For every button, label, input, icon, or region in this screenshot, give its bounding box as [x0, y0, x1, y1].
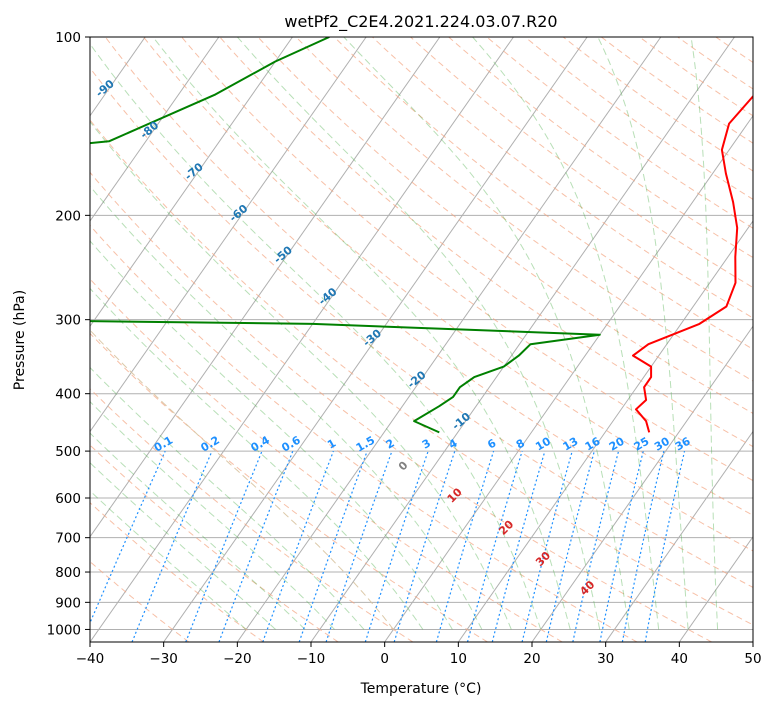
- x-tick-label: 10: [450, 651, 467, 667]
- isotherm-line: [90, 37, 514, 642]
- mixing-ratio-line: [644, 450, 686, 642]
- chart-title: wetPf2_C2E4.2021.224.03.07.R20: [284, 12, 557, 32]
- isotherm-line: [90, 37, 220, 222]
- dry-adiabat-line: [219, 37, 753, 448]
- isotherm-line: [678, 535, 753, 642]
- moist-adiabat-line: [152, 37, 571, 630]
- dry-adiabat-line: [410, 37, 753, 289]
- moist-adiabat-line: [90, 185, 483, 630]
- y-tick-label: 200: [55, 208, 81, 224]
- mixing-ratio-line: [218, 450, 294, 642]
- moist-adiabat-line: [690, 37, 719, 630]
- dry-adiabat-line: [104, 37, 753, 552]
- y-tick-label: 900: [55, 595, 81, 611]
- mixing-ratio-line: [435, 450, 495, 642]
- isotherm-line: [531, 325, 753, 642]
- isotherm-line: [163, 37, 588, 642]
- y-axis-label: Pressure (hPa): [12, 290, 28, 390]
- moist-adiabat-line: [90, 432, 306, 630]
- dry-adiabat-line: [90, 502, 264, 642]
- dry-adiabat-line: [90, 224, 638, 642]
- moist-adiabat-line: [90, 400, 335, 630]
- moist-adiabat-line: [472, 37, 660, 630]
- y-tick-label: 1000: [47, 622, 81, 638]
- dry-adiabat-line: [90, 278, 563, 642]
- dry-adiabat-line: [90, 119, 753, 626]
- mixing-ratio-line: [364, 450, 429, 642]
- moist-adiabat-line: [90, 240, 453, 630]
- y-tick-label: 800: [55, 565, 81, 581]
- dry-adiabat-line: [257, 37, 753, 414]
- moist-adiabat-line: [237, 37, 601, 630]
- mixing-ratio-line: [521, 450, 573, 642]
- dry-adiabat-line: [90, 171, 712, 642]
- x-tick-label: 30: [597, 651, 614, 667]
- mixing-ratio-line: [572, 450, 620, 642]
- dry-adiabat-line: [90, 444, 339, 642]
- x-tick-label: −40: [76, 651, 105, 667]
- moist-adiabat-line: [90, 120, 512, 630]
- x-tick-label: 0: [380, 651, 389, 667]
- mixing-ratio-line: [393, 450, 456, 642]
- dry-adiabat-line: [90, 332, 488, 642]
- mixing-ratio-line: [491, 450, 546, 642]
- plot-area: -100-90-80-70-60-50-40-30-20-100.10.20.4…: [90, 37, 753, 642]
- series-line-0: [632, 94, 753, 433]
- x-tick-label: 40: [671, 651, 688, 667]
- y-tick-label: 100: [55, 30, 81, 46]
- x-tick-label: −10: [297, 651, 326, 667]
- dry-adiabat-line: [295, 37, 753, 382]
- x-axis-label: Temperature (°C): [360, 681, 482, 697]
- moist-adiabat-line: [90, 329, 394, 630]
- isotherm-line: [457, 220, 753, 642]
- isotherm-line: [310, 37, 735, 642]
- y-tick-label: 600: [55, 491, 81, 507]
- y-tick-label: 300: [55, 313, 81, 329]
- x-axis: −40 −30 −20 −10 0 10 20 30 40 50: [76, 642, 762, 667]
- mixing-ratio-line: [466, 450, 523, 642]
- dry-adiabat-line: [90, 67, 753, 588]
- mixing-ratio-line: [185, 450, 263, 642]
- isotherm-line: [605, 430, 753, 642]
- series-line-1: [90, 37, 601, 434]
- y-tick-label: 400: [55, 387, 81, 403]
- mixing-ratio-line: [599, 450, 644, 642]
- mixing-ratio-line: [325, 450, 393, 642]
- x-tick-label: 20: [523, 651, 540, 667]
- isotherm-line: [384, 114, 753, 642]
- moist-adiabat-line: [597, 37, 689, 630]
- moist-adiabat-line: [90, 43, 542, 630]
- dry-adiabat-line: [143, 37, 753, 516]
- moist-adiabat-line: [90, 366, 365, 630]
- y-axis: 100 200 300 400 500 600 700 800 900 1000: [47, 30, 90, 638]
- mixing-ratio-line: [621, 450, 665, 642]
- x-tick-label: −30: [149, 651, 178, 667]
- mixing-ratio-line: [298, 450, 368, 642]
- isotherm-line: [236, 37, 662, 642]
- dry-adiabat-line: [90, 388, 414, 642]
- isotherm-line: [90, 37, 293, 328]
- mixing-ratio-line: [545, 450, 595, 642]
- x-tick-label: 50: [744, 651, 761, 667]
- moist-adiabat-line: [343, 37, 630, 630]
- y-tick-label: 700: [55, 531, 81, 547]
- plot-frame: [89, 36, 754, 643]
- x-tick-label: −20: [223, 651, 252, 667]
- isotherm-line: [90, 37, 441, 538]
- isotherm-line: [90, 37, 367, 433]
- y-tick-label: 500: [55, 444, 81, 460]
